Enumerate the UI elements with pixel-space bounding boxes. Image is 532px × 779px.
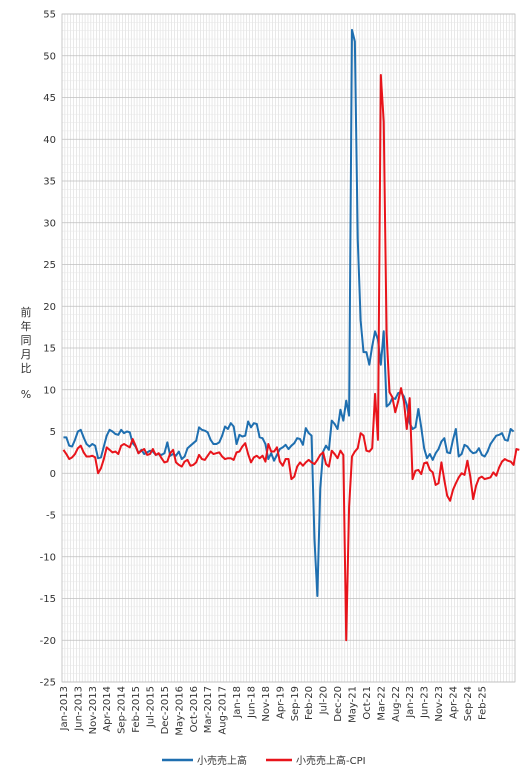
y-tick-label: 30 (43, 218, 56, 229)
x-tick-label: Nov-2013 (88, 686, 99, 734)
legend-label-2: 小売売上高-CPI (296, 754, 366, 767)
x-tick-label: Oct-21 (362, 686, 373, 720)
x-tick-label: May-21 (347, 686, 358, 723)
x-tick-label: May-2016 (174, 686, 185, 736)
x-tick-label: Mar-2017 (203, 686, 214, 733)
x-tick-label: Sep-19 (290, 686, 301, 721)
x-tick-labels: Jan-2013 Jun-2013 Nov-2013 Apr-2014 Sep-2014… (59, 686, 488, 736)
y-tick-label: 40 (43, 135, 56, 146)
x-tick-label: Nov-23 (434, 686, 445, 722)
series-lines (62, 28, 520, 642)
x-tick-label: Jun-2013 (73, 686, 84, 732)
x-tick-label: Mar-22 (376, 686, 387, 721)
y-axis-label: 前年同月比% (21, 305, 32, 401)
x-tick-label: Jan-23 (405, 686, 416, 719)
x-tick-label: Jan-18 (232, 686, 243, 719)
x-tick-label: Feb-20 (304, 686, 315, 720)
y-tick-label: -10 (40, 552, 56, 563)
gridlines (61, 13, 516, 683)
x-tick-label: Oct-2016 (189, 686, 200, 732)
x-tick-label: Apr-2014 (102, 686, 113, 732)
x-tick-label: Feb-2015 (131, 686, 142, 733)
plot-area-border (61, 13, 516, 683)
x-tick-label: Feb-25 (477, 686, 488, 720)
x-tick-label: Nov-18 (261, 686, 272, 722)
x-tick-label: Jun-18 (246, 686, 257, 719)
x-tick-label: Dec-20 (333, 686, 344, 722)
legend: 小売売上高 小売売上高-CPI (162, 754, 366, 767)
y-tick-label: 45 (43, 93, 56, 104)
y-tick-label: 15 (43, 344, 56, 355)
x-tick-label: Jan-2013 (59, 686, 70, 731)
x-tick-label: Dec-2015 (160, 686, 171, 734)
x-tick-label: Sep-24 (463, 686, 474, 721)
y-tick-label: -25 (40, 678, 56, 689)
y-tick-label: 50 (43, 51, 56, 62)
x-tick-label: Sep-2014 (117, 686, 128, 734)
x-tick-label: Aug-22 (391, 686, 402, 722)
legend-label-1: 小売売上高 (197, 754, 247, 767)
y-tick-label: -15 (40, 594, 56, 605)
x-tick-label: Aug-2017 (218, 686, 229, 735)
y-tick-label: 10 (43, 385, 56, 396)
x-tick-label: Jun-23 (420, 686, 431, 719)
y-tick-label: -5 (46, 511, 56, 522)
y-tick-label: 25 (43, 260, 56, 271)
x-tick-label: Jul-20 (319, 686, 330, 715)
x-tick-label: Apr-24 (448, 686, 459, 719)
x-tick-label: Jul-2015 (146, 686, 157, 728)
y-tick-label: 20 (43, 302, 56, 313)
y-tick-label: 0 (50, 469, 56, 480)
y-tick-label: 35 (43, 177, 56, 188)
y-tick-label: 5 (50, 427, 56, 438)
y-tick-label: -20 (40, 636, 56, 647)
y-tick-label: 55 (43, 10, 56, 21)
x-tick-label: Apr-19 (275, 686, 286, 719)
series-line-2 (62, 73, 520, 642)
